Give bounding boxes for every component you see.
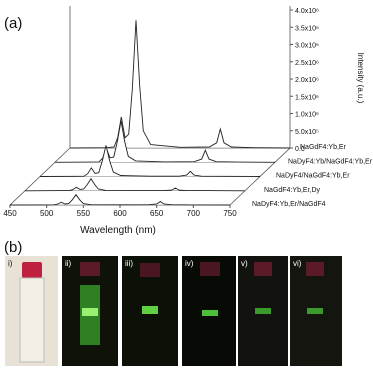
photo-label: ii) — [65, 259, 72, 268]
photo-label: iii) — [125, 259, 133, 268]
y-tick-label: 3.5x10⁶ — [295, 25, 319, 32]
vial-cap — [140, 263, 160, 277]
spectrum-line — [9, 193, 231, 206]
photos: i) ii) iii) iv) v) vi) — [5, 256, 342, 366]
x-tick-label: 550 — [77, 209, 91, 218]
curve-mask — [55, 120, 275, 163]
series-label: NaGdF4:Yb,Er — [300, 144, 347, 151]
y-tick-label: 5.0x10⁵ — [295, 129, 319, 136]
photo-label: v) — [241, 259, 248, 268]
y-tick-label: 2.5x10⁶ — [295, 60, 319, 67]
photo-label: iv) — [185, 259, 194, 268]
vial — [19, 277, 45, 363]
x-axis-label: Wavelength (nm) — [80, 225, 156, 236]
panel-label: (b) — [4, 239, 22, 256]
spectrum-line — [69, 20, 291, 149]
vial-cap — [254, 262, 272, 276]
vial-cap — [80, 262, 100, 276]
series-label: NaDyF4:Yb,Er/NaGdF4 — [252, 201, 326, 208]
curve-mask — [10, 194, 230, 205]
photo-label: i) — [8, 259, 13, 268]
vial-cap — [306, 262, 324, 276]
spectrum-line — [39, 145, 261, 177]
y-tick-label: 2.0x10⁶ — [295, 77, 319, 84]
x-tick-label: 500 — [40, 209, 54, 218]
y-tick-label: 1.0x10⁶ — [295, 112, 319, 119]
curve-mask — [70, 20, 290, 148]
series-label: NaDyF4:Yb/NaGdF4:Yb,Er — [288, 158, 373, 165]
vial-glow — [307, 308, 323, 314]
curve-mask — [25, 178, 245, 191]
photo-label: vi) — [293, 259, 302, 268]
vial-glow — [142, 306, 158, 314]
y-tick-label: 0.0 — [295, 146, 305, 153]
y-tick-label: 1.5x10⁶ — [295, 94, 319, 101]
x-tick-label: 700 — [187, 209, 201, 218]
vial-glow — [255, 308, 271, 314]
axis-frame — [8, 6, 292, 206]
y-axis-label: Intensity (a.u.) — [356, 53, 365, 104]
x-tick-label: 750 — [223, 209, 237, 218]
x-tick-label: 450 — [3, 209, 17, 218]
spectrum-line — [24, 177, 246, 192]
y-tick-label: 3.0x10⁶ — [295, 43, 319, 50]
vial-cap — [200, 262, 220, 276]
y-tick-label: 4.0x10⁶ — [295, 8, 319, 15]
spectrum-line — [54, 120, 276, 163]
series-label: NaGdF4:Yb,Er,Dy — [264, 187, 321, 194]
vial-glow — [202, 310, 218, 316]
series-label: NaDyF4/NaGdF4:Yb,Er — [276, 173, 350, 180]
x-tick-label: 650 — [150, 209, 164, 218]
vial-cap — [22, 262, 42, 278]
x-tick-label: 600 — [113, 209, 127, 218]
panel-label: (a) — [4, 15, 22, 32]
vial-glow — [82, 308, 98, 316]
